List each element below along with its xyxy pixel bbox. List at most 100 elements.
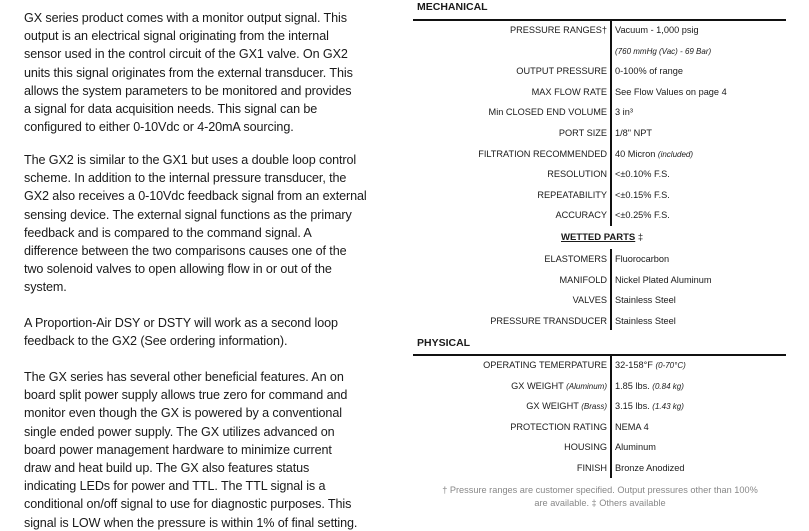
- spec-label-text: OUTPUT PRESSURE: [516, 66, 607, 77]
- spec-label: GX WEIGHT (Aluminum): [511, 379, 607, 394]
- spec-row: HOUSING Aluminum: [413, 440, 803, 454]
- spec-label: PRESSURE TRANSDUCER: [490, 314, 607, 328]
- spec-row: RESOLUTION <±0.10% F.S.: [413, 167, 803, 181]
- paragraph-line: allows the system parameters to be monit…: [24, 83, 352, 98]
- spec-value-note: (1.43 kg): [652, 402, 684, 412]
- paragraph-line: board power management hardware to minim…: [24, 442, 332, 457]
- spec-value-text: 1/8" NPT: [615, 128, 652, 138]
- spec-label-text: GX WEIGHT: [526, 401, 582, 412]
- spec-value: Nickel Plated Aluminum: [615, 273, 712, 287]
- spec-row: PROTECTION RATING NEMA 4: [413, 420, 803, 434]
- spec-row: PRESSURE TRANSDUCER Stainless Steel: [413, 314, 803, 328]
- paragraph-line: units this signal originates from the ex…: [24, 65, 353, 80]
- spec-value-text: Aluminum: [615, 442, 656, 453]
- spec-label: PRESSURE RANGES†: [510, 23, 607, 37]
- spec-value: <±0.10% F.S.: [615, 167, 670, 181]
- spec-value: 1.85 lbs. (0.84 kg): [615, 379, 684, 394]
- spec-label: REPEATABILITY: [537, 188, 607, 202]
- spec-label-text: ACCURACY: [555, 210, 607, 221]
- spec-label-text: FILTRATION RECOMMENDED: [478, 148, 607, 159]
- spec-row: GX WEIGHT (Brass) 3.15 lbs. (1.43 kg): [413, 399, 803, 413]
- spec-value: 1/8" NPT: [615, 126, 652, 140]
- column-divider: [610, 249, 612, 330]
- paragraph-line: monitor even though the GX is powered by…: [24, 406, 342, 421]
- spec-value-text: Stainless Steel: [615, 295, 676, 306]
- spec-value: <±0.15% F.S.: [615, 188, 670, 202]
- paragraph-line: A Proportion-Air DSY or DSTY will work a…: [24, 316, 338, 330]
- spec-row: MANIFOLD Nickel Plated Aluminum: [413, 273, 803, 287]
- paragraph-line: sensing device. The external signal func…: [24, 207, 352, 222]
- spec-value-text: Vacuum - 1,000 psig: [615, 25, 699, 35]
- spec-row: OUTPUT PRESSURE 0-100% of range: [413, 64, 803, 78]
- spec-label: FINISH: [577, 461, 607, 475]
- spec-row: GX WEIGHT (Aluminum) 1.85 lbs. (0.84 kg): [413, 379, 803, 393]
- paragraph-line: indicating LEDs for power and TTL. The T…: [24, 479, 326, 494]
- spec-value: Vacuum - 1,000 psig: [615, 23, 699, 37]
- spec-label: GX WEIGHT (Brass): [526, 399, 607, 414]
- double-dagger-mark: ‡: [635, 232, 644, 243]
- spec-label-text: RESOLUTION: [547, 169, 607, 180]
- section-rule: [413, 354, 786, 356]
- section-rule: [413, 19, 786, 21]
- spec-row: PORT SIZE 1/8" NPT: [413, 126, 803, 140]
- spec-row: REPEATABILITY <±0.15% F.S.: [413, 188, 803, 202]
- spec-value: Stainless Steel: [615, 293, 676, 307]
- spec-value: See Flow Values on page 4: [615, 85, 727, 99]
- spec-label: HOUSING: [564, 440, 607, 454]
- footnote-line: are available. ‡ Others available: [534, 498, 666, 508]
- spec-row: OPERATING TEMERPATURE 32-158°F (0-70°C): [413, 358, 803, 372]
- spec-value: 0-100% of range: [615, 64, 683, 78]
- paragraph-line: output is an electrical signal originati…: [24, 29, 329, 44]
- spec-label-text: Min CLOSED END VOLUME: [488, 107, 607, 118]
- spec-value-text: 40 Micron: [615, 148, 658, 159]
- paragraph-line: The GX series has several other benefici…: [24, 370, 344, 384]
- spec-value-text: Nickel Plated Aluminum: [615, 274, 712, 285]
- spec-value-text: See Flow Values on page 4: [615, 86, 727, 97]
- spec-label: FILTRATION RECOMMENDED: [478, 147, 607, 161]
- paragraph-line: sensor used in the control circuit of th…: [24, 47, 348, 62]
- spec-row: PRESSURE RANGES† Vacuum - 1,000 psig: [413, 23, 803, 37]
- spec-label: Min CLOSED END VOLUME: [489, 105, 607, 119]
- spec-label: OUTPUT PRESSURE: [516, 64, 607, 78]
- spec-label-text: REPEATABILITY: [537, 189, 607, 200]
- spec-value-text: 3 in³: [615, 107, 633, 118]
- spec-value-note: (included): [657, 149, 694, 159]
- paragraph-line: board split power supply allows true zer…: [24, 388, 348, 403]
- spec-row: FILTRATION RECOMMENDED 40 Micron (include…: [413, 147, 803, 161]
- section-title-mechanical: MECHANICAL: [417, 1, 488, 13]
- spec-label-note: (Aluminum): [566, 381, 607, 391]
- spec-label-text: HOUSING: [564, 442, 607, 453]
- spec-label-text: ELASTOMERS: [544, 254, 607, 264]
- paragraph-line: GX2 also receives a 0-10Vdc feedback sig…: [24, 189, 367, 204]
- spec-label: ACCURACY: [555, 208, 607, 222]
- spec-label: RESOLUTION: [547, 167, 607, 181]
- spec-value: <±0.25% F.S.: [615, 208, 670, 222]
- spec-row: VALVES Stainless Steel: [413, 293, 803, 307]
- spec-row: ACCURACY <±0.25% F.S.: [413, 208, 803, 222]
- spec-label-note: (Brass): [581, 402, 607, 412]
- footnote-line: † Pressure ranges are customer specified…: [442, 485, 758, 495]
- spec-label-text: MAX FLOW RATE: [531, 86, 607, 97]
- spec-row: ELASTOMERS Fluorocarbon: [413, 252, 803, 266]
- spec-label-text: VALVES: [572, 295, 607, 306]
- spec-row: MAX FLOW RATE See Flow Values on page 4: [413, 85, 803, 99]
- spec-value-text: <±0.10% F.S.: [615, 169, 670, 180]
- paragraph-line: two solenoid valves to open allowing flo…: [24, 262, 332, 277]
- footnote: † Pressure ranges are customer specified…: [420, 484, 780, 510]
- paragraph-line: system.: [24, 280, 67, 295]
- spec-value-note: (760 mmHg (Vac) - 69 Bar): [615, 46, 712, 56]
- spec-label: VALVES: [573, 293, 607, 307]
- spec-value-text: Stainless Steel: [615, 315, 676, 326]
- spec-value: NEMA 4: [615, 420, 649, 434]
- spec-label-text: MANIFOLD: [559, 274, 607, 285]
- paragraph-line: configured to either 0-10Vdc or 4-20mA s…: [24, 120, 294, 135]
- spec-label-text: PROTECTION RATING: [510, 421, 607, 432]
- paragraph-line: draw and heat build up. The GX also feat…: [24, 461, 310, 475]
- spec-label-text: OPERATING TEMERPATURE: [483, 360, 607, 370]
- spec-value-text: <±0.15% F.S.: [615, 189, 670, 200]
- spec-value-note: (0-70°C): [655, 361, 686, 370]
- column-divider: [610, 21, 612, 226]
- section-title-physical: PHYSICAL: [417, 337, 471, 349]
- spec-value-text: NEMA 4: [615, 421, 649, 432]
- spec-value-note: (0.84 kg): [652, 381, 684, 391]
